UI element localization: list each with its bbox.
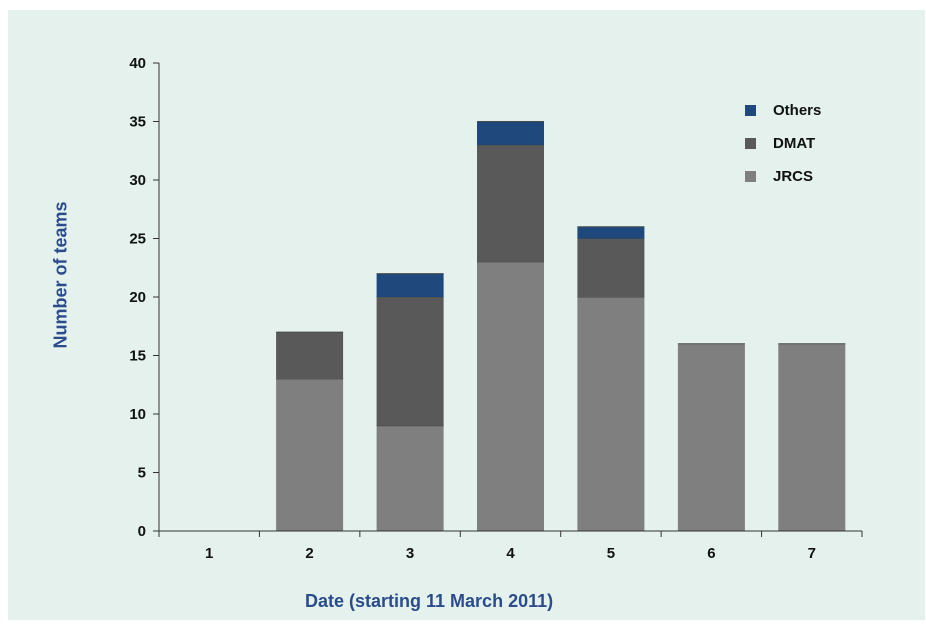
- legend-swatch-dmat: [745, 137, 756, 149]
- bar-segment-jrcs-4: [477, 261, 544, 531]
- x-tick-label: 3: [406, 545, 414, 562]
- y-tick-label: 35: [129, 114, 146, 131]
- axes-layer: 0 5 10 15 20 25 30 35 40 1 2 3 4 5 6 7: [129, 55, 863, 562]
- y-tick-label: 10: [129, 406, 146, 423]
- bar-segment-jrcs-7: [778, 343, 846, 531]
- bar-segment-jrcs-5: [577, 297, 645, 531]
- y-tick-label: 40: [129, 55, 146, 72]
- bar-segment-dmat-5: [577, 238, 645, 297]
- bar-segment-others-4: [477, 121, 544, 145]
- x-tick-label: 6: [707, 545, 715, 562]
- legend: Others DMAT JRCS: [745, 100, 821, 199]
- legend-label-others: Others: [773, 101, 822, 119]
- legend-swatch-others: [745, 104, 756, 116]
- legend-swatch-jrcs: [745, 170, 756, 182]
- bar-segment-others-3: [376, 273, 444, 297]
- y-tick-label: 20: [129, 289, 146, 306]
- legend-label-jrcs: JRCS: [773, 167, 814, 185]
- bars-layer: [276, 121, 846, 531]
- x-tick-label: 1: [205, 545, 213, 562]
- y-tick-label: 5: [138, 465, 146, 482]
- y-tick-label: 25: [129, 231, 146, 248]
- bar-segment-dmat-2: [276, 332, 344, 379]
- x-tick-label: 2: [305, 545, 313, 562]
- bar-segment-jrcs-6: [677, 343, 745, 531]
- x-tick-label: 4: [506, 545, 515, 562]
- x-tick-label: 7: [808, 545, 816, 562]
- y-tick-label: 30: [129, 172, 146, 189]
- legend-item-dmat: DMAT: [745, 133, 821, 153]
- legend-item-others: Others: [745, 100, 821, 120]
- chart-panel: [8, 10, 925, 620]
- legend-label-dmat: DMAT: [773, 134, 816, 152]
- bar-segment-dmat-3: [376, 297, 444, 426]
- x-tick-label: 5: [607, 545, 615, 562]
- y-tick-label: 15: [129, 348, 146, 365]
- x-axis-title: Date (starting 11 March 2011): [305, 591, 554, 611]
- bar-segment-dmat-4: [477, 144, 544, 262]
- legend-item-jrcs: JRCS: [745, 166, 821, 186]
- y-tick-label: 0: [138, 523, 146, 540]
- bar-segment-jrcs-2: [276, 378, 344, 531]
- bar-segment-others-5: [577, 226, 645, 239]
- y-axis-title: Number of teams: [50, 201, 71, 349]
- bar-segment-jrcs-3: [376, 425, 444, 531]
